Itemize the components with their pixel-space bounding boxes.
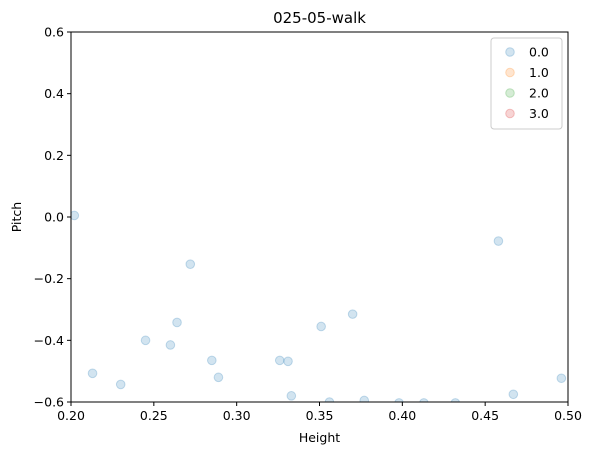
data-point (324, 397, 335, 402)
y-tick-label: −0.4 (34, 333, 64, 348)
legend-marker (505, 108, 515, 119)
legend-label: 2.0 (529, 86, 549, 101)
data-point (172, 317, 182, 328)
data-point (185, 259, 196, 269)
data-point (347, 309, 358, 319)
chart-title: 025-05-walk (273, 9, 366, 27)
data-point (115, 379, 126, 390)
plot-area (71, 210, 567, 402)
x-axis: 0.20 0.25 0.30 0.35 0.40 0.45 0.50 (57, 402, 582, 423)
data-point (286, 391, 297, 401)
data-point (71, 210, 80, 221)
data-point (140, 335, 151, 346)
x-tick-label: 0.40 (388, 408, 416, 423)
data-point (419, 398, 429, 402)
legend: 0.0 1.0 2.0 3.0 (490, 37, 563, 130)
data-point (87, 368, 98, 379)
x-tick-label: 0.25 (140, 408, 168, 423)
x-tick-label: 0.50 (554, 408, 582, 423)
y-tick-label: −0.6 (34, 395, 64, 410)
y-tick-label: 0.0 (44, 210, 64, 225)
data-point (493, 236, 504, 246)
legend-label: 3.0 (529, 106, 549, 121)
data-point (213, 372, 224, 383)
data-point (359, 395, 370, 402)
data-point (316, 321, 326, 332)
data-point (283, 356, 293, 367)
data-point (394, 398, 404, 402)
data-point (165, 340, 176, 350)
x-tick-label: 0.30 (223, 408, 251, 423)
y-tick-label: 0.2 (44, 148, 64, 163)
y-tick-label: −0.2 (34, 271, 64, 286)
y-axis: −0.6 −0.4 −0.2 0.0 0.2 0.4 0.6 (34, 25, 71, 410)
legend-marker (505, 47, 515, 57)
x-tick-label: 0.45 (471, 408, 499, 423)
data-point (450, 398, 461, 402)
data-point (207, 355, 217, 366)
legend-box (490, 37, 563, 130)
data-point (556, 373, 567, 384)
legend-marker (505, 88, 515, 98)
x-axis-title: Height (299, 430, 340, 445)
data-point (508, 389, 519, 400)
legend-marker (505, 67, 515, 78)
x-tick-label: 0.20 (57, 408, 85, 423)
x-tick-label: 0.35 (306, 408, 334, 423)
y-tick-label: 0.6 (44, 25, 64, 40)
y-tick-label: 0.4 (44, 86, 64, 101)
data-point (274, 355, 285, 366)
y-axis-title: Pitch (9, 202, 24, 232)
legend-label: 0.0 (529, 45, 549, 60)
legend-label: 1.0 (529, 65, 549, 80)
